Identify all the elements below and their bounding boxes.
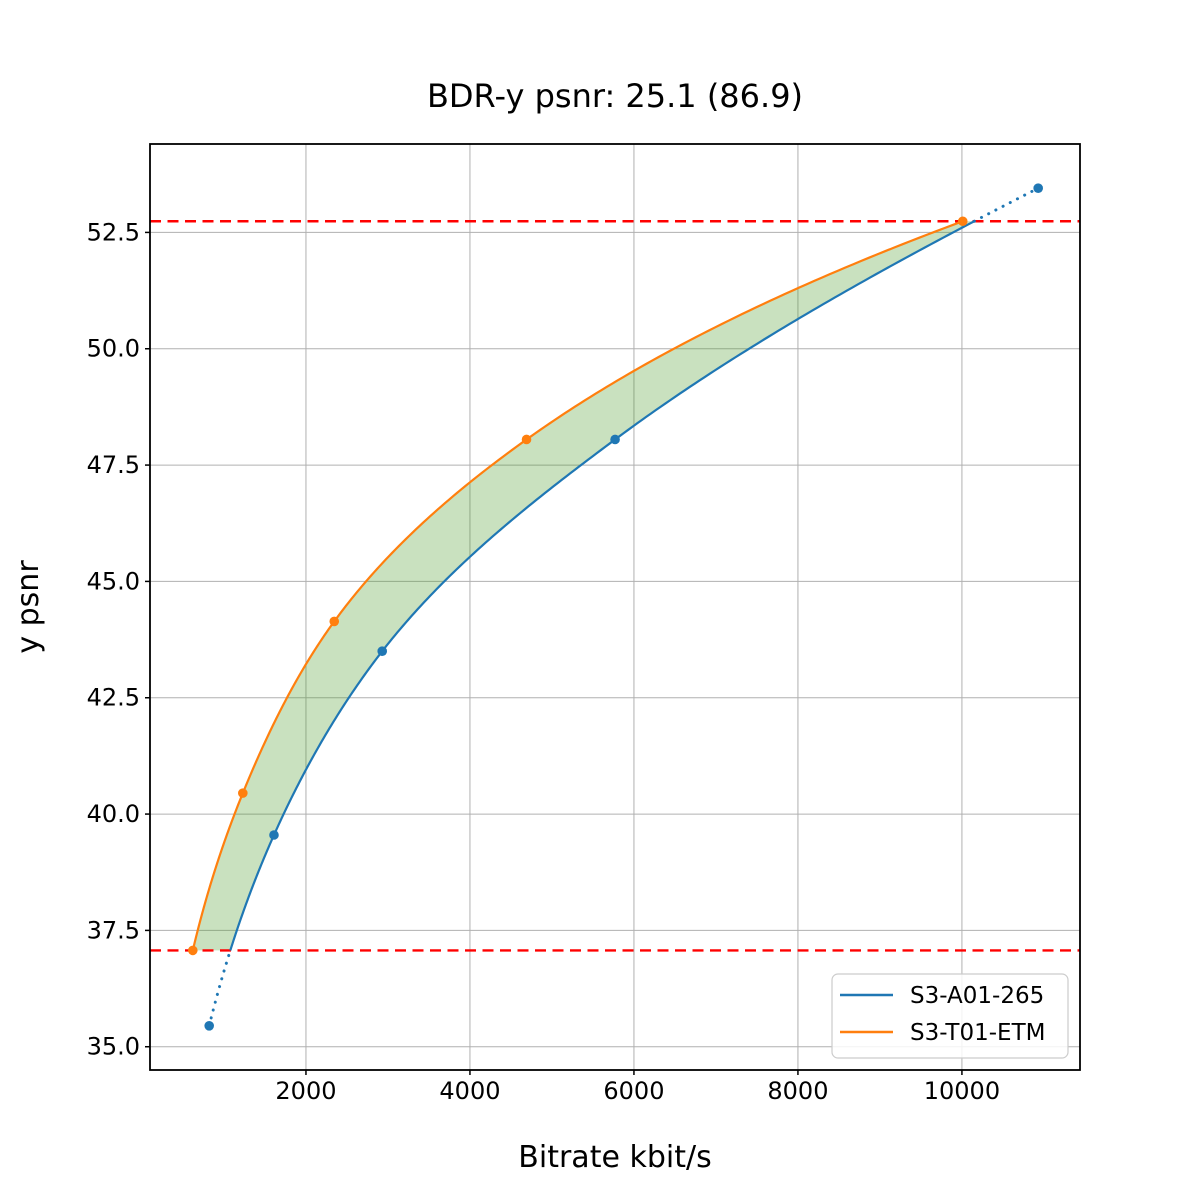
marker-S3-A01-265 <box>269 830 279 840</box>
series-markers <box>188 183 1043 1031</box>
bd-area-band <box>192 221 975 951</box>
gridlines <box>150 144 1080 1070</box>
x-axis-label: Bitrate kbit/s <box>518 1140 711 1175</box>
x-tick-label: 4000 <box>439 1077 500 1105</box>
spines <box>149 143 1081 1071</box>
y-axis-label: y psnr <box>11 560 46 654</box>
marker-S3-A01-265 <box>1033 183 1043 194</box>
legend: S3-A01-265 S3-T01-ETM <box>831 973 1069 1059</box>
y-tick-label: 37.5 <box>87 916 140 944</box>
series-dotted-S3-A01-265 <box>207 948 232 1028</box>
plot-border <box>149 143 1081 1071</box>
marker-S3-T01-ETM <box>329 616 340 627</box>
y-tick-label: 47.5 <box>87 451 140 479</box>
legend-label-S3-T01-ETM: S3-T01-ETM <box>910 1020 1045 1046</box>
marker-S3-A01-265 <box>610 434 620 445</box>
series-line-S3-A01-265 <box>229 220 975 951</box>
chart-layers: 2000 4000 6000 8000 10000 35.0 37.5 40.0 42.5 45.… <box>87 143 1081 1105</box>
series-line-S3-T01-ETM <box>191 220 964 951</box>
chart-title: BDR-y psnr: 25.1 (86.9) <box>427 77 803 115</box>
marker-S3-T01-ETM <box>957 216 968 227</box>
series-curves <box>191 186 1040 1028</box>
marker-S3-T01-ETM <box>238 788 248 798</box>
ticks: 2000 4000 6000 8000 10000 35.0 37.5 40.0 42.5 45.… <box>87 218 1001 1105</box>
marker-S3-T01-ETM <box>188 945 198 956</box>
y-tick-label: 45.0 <box>87 567 140 595</box>
x-tick-label: 6000 <box>603 1077 664 1105</box>
series-dotted-S3-A01-265 <box>972 186 1040 223</box>
y-tick-label: 52.5 <box>87 218 140 246</box>
band <box>192 221 975 951</box>
marker-S3-A01-265 <box>204 1020 215 1031</box>
x-tick-label: 8000 <box>767 1077 828 1105</box>
y-tick-label: 42.5 <box>87 684 140 712</box>
y-tick-label: 40.0 <box>87 800 140 828</box>
y-tick-label: 50.0 <box>87 335 140 363</box>
marker-S3-A01-265 <box>377 646 388 657</box>
x-tick-label: 10000 <box>924 1077 1000 1105</box>
legend-label-S3-A01-265: S3-A01-265 <box>910 983 1044 1009</box>
y-tick-label: 35.0 <box>87 1033 140 1061</box>
x-tick-label: 2000 <box>275 1077 336 1105</box>
marker-S3-T01-ETM <box>521 434 532 445</box>
reference-lines <box>150 220 1080 952</box>
